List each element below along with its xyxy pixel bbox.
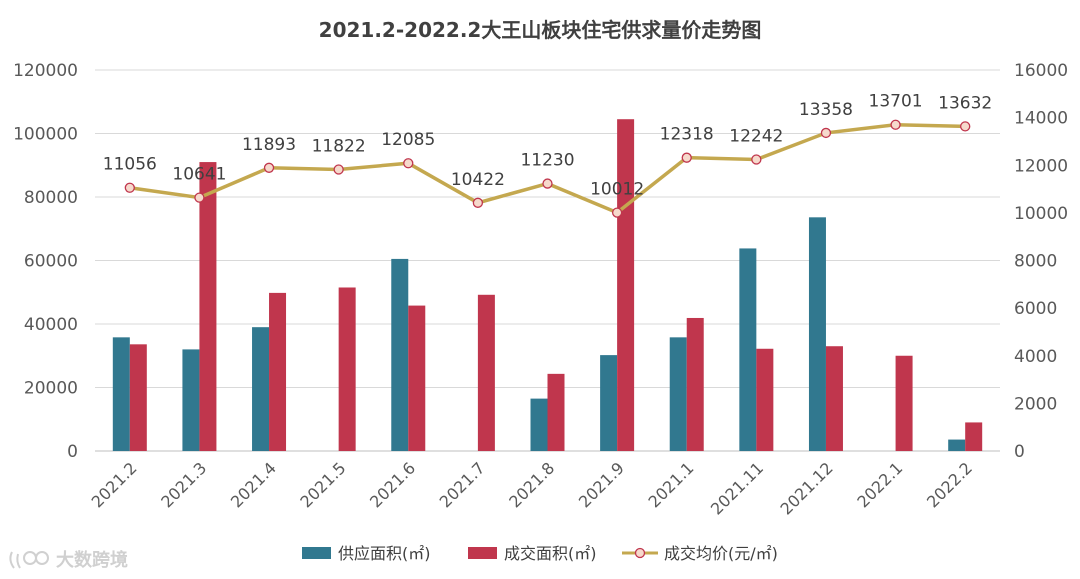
y-right-tick-label: 8000 <box>1014 252 1057 272</box>
price-point <box>263 162 275 173</box>
y-right-tick-label: 4000 <box>1014 347 1057 367</box>
price-data-label: 13632 <box>938 93 992 113</box>
price-data-label: 11822 <box>312 136 366 156</box>
deal-bar <box>408 305 426 451</box>
y-axis-left: 0 20000 40000 60000 80000 100000 120000 <box>13 61 78 462</box>
x-tick-label: 2021.12 <box>777 458 837 518</box>
price-data-label: 10422 <box>451 170 505 190</box>
grid-lines <box>95 69 1000 452</box>
legend-label-deal: 成交面积(㎡) <box>504 544 597 563</box>
supply-bar <box>112 337 130 451</box>
x-tick-label: 2021.7 <box>436 458 489 511</box>
x-tick-label: 2021.11 <box>707 458 767 518</box>
y-left-tick-label: 0 <box>67 442 78 462</box>
y-left-tick-label: 60000 <box>24 252 78 272</box>
supply-bar <box>669 337 687 451</box>
y-right-tick-label: 12000 <box>1014 156 1068 176</box>
watermark-text: 大数跨境 <box>56 549 128 571</box>
deal-bar <box>825 346 843 451</box>
price-data-label: 11056 <box>103 155 157 175</box>
logo-icon <box>9 551 49 569</box>
deal-bar <box>338 287 356 451</box>
y-right-tick-label: 14000 <box>1014 109 1068 129</box>
price-data-label: 11893 <box>242 135 296 155</box>
deal-bar <box>477 294 495 451</box>
data-labels: 11056 10641 11893 11822 12085 10422 11230 10012… <box>103 92 992 200</box>
legend-swatch-supply <box>302 547 331 559</box>
legend-label-price: 成交均价(元/㎡) <box>664 544 778 563</box>
legend-swatch-deal <box>468 547 497 559</box>
legend: 供应面积(㎡) 成交面积(㎡) 成交均价(元/㎡) <box>302 544 778 563</box>
supply-bar <box>808 217 826 451</box>
price-point <box>960 121 971 132</box>
price-data-label: 12242 <box>729 126 783 146</box>
x-tick-label: 2022.1 <box>853 458 906 511</box>
price-point <box>820 127 832 139</box>
supply-bar <box>391 258 409 451</box>
price-point <box>751 154 762 165</box>
price-data-label: 12085 <box>381 130 435 150</box>
deal-bar <box>756 348 774 451</box>
bars <box>112 119 983 452</box>
deal-bar <box>895 355 913 451</box>
supply-bar <box>948 439 966 451</box>
supply-bar <box>252 327 270 451</box>
x-tick-label: 2022.2 <box>923 458 976 511</box>
price-point <box>611 207 623 218</box>
deal-bar <box>547 373 565 451</box>
deal-bar <box>129 344 147 451</box>
y-axis-right: 0 2000 4000 6000 8000 10000 12000 14000 16000 <box>1014 61 1068 462</box>
legend-label-supply: 供应面积(㎡) <box>338 544 431 563</box>
supply-bar <box>530 398 548 451</box>
supply-bar <box>182 349 200 451</box>
x-tick-label: 2021.6 <box>366 458 419 511</box>
price-point <box>472 197 484 208</box>
x-tick-label: 2021.4 <box>227 458 280 511</box>
x-axis: 2021.2 2021.3 2021.4 2021.5 2021.6 2021.7 2021… <box>88 458 976 518</box>
price-data-label: 13358 <box>799 100 853 120</box>
supply-bar <box>739 248 757 451</box>
price-point <box>542 178 553 189</box>
y-right-tick-label: 6000 <box>1014 299 1057 319</box>
y-right-tick-label: 16000 <box>1014 61 1068 81</box>
x-tick-label: 2021.8 <box>505 458 558 511</box>
x-tick-label: 2021.3 <box>157 458 210 511</box>
price-data-label: 13701 <box>869 92 923 112</box>
y-left-tick-label: 100000 <box>13 125 78 145</box>
price-point <box>194 192 205 203</box>
price-point <box>333 164 344 175</box>
y-left-tick-label: 20000 <box>24 379 78 399</box>
y-right-tick-label: 10000 <box>1014 204 1068 224</box>
price-point <box>681 152 692 163</box>
price-data-label: 12318 <box>660 125 714 145</box>
x-tick-label: 2021.2 <box>88 458 141 511</box>
supply-bar <box>600 355 618 451</box>
deal-bar <box>965 422 983 451</box>
price-data-label: 10012 <box>590 180 644 200</box>
deal-bar <box>199 162 217 451</box>
watermark: 大数跨境 <box>9 549 128 571</box>
legend-swatch-price-marker <box>634 547 646 559</box>
deal-bar <box>686 317 704 451</box>
y-right-tick-label: 0 <box>1014 442 1025 462</box>
price-point <box>124 182 135 193</box>
chart-title: 2021.2-2022.2大王山板块住宅供求量价走势图 <box>319 18 762 42</box>
deal-bar <box>269 292 287 451</box>
y-left-tick-label: 40000 <box>24 315 78 335</box>
price-point <box>890 119 901 130</box>
x-tick-label: 2021.1 <box>645 458 698 511</box>
y-left-tick-label: 120000 <box>13 61 78 81</box>
x-tick-label: 2021.5 <box>296 458 349 511</box>
x-tick-label: 2021.9 <box>575 458 628 511</box>
price-data-label: 10641 <box>172 165 226 185</box>
y-right-tick-label: 2000 <box>1014 394 1057 414</box>
deal-bar <box>617 119 635 452</box>
price-point <box>403 158 414 169</box>
y-left-tick-label: 80000 <box>24 188 78 208</box>
price-data-label: 11230 <box>520 151 574 171</box>
price-line <box>124 119 971 218</box>
